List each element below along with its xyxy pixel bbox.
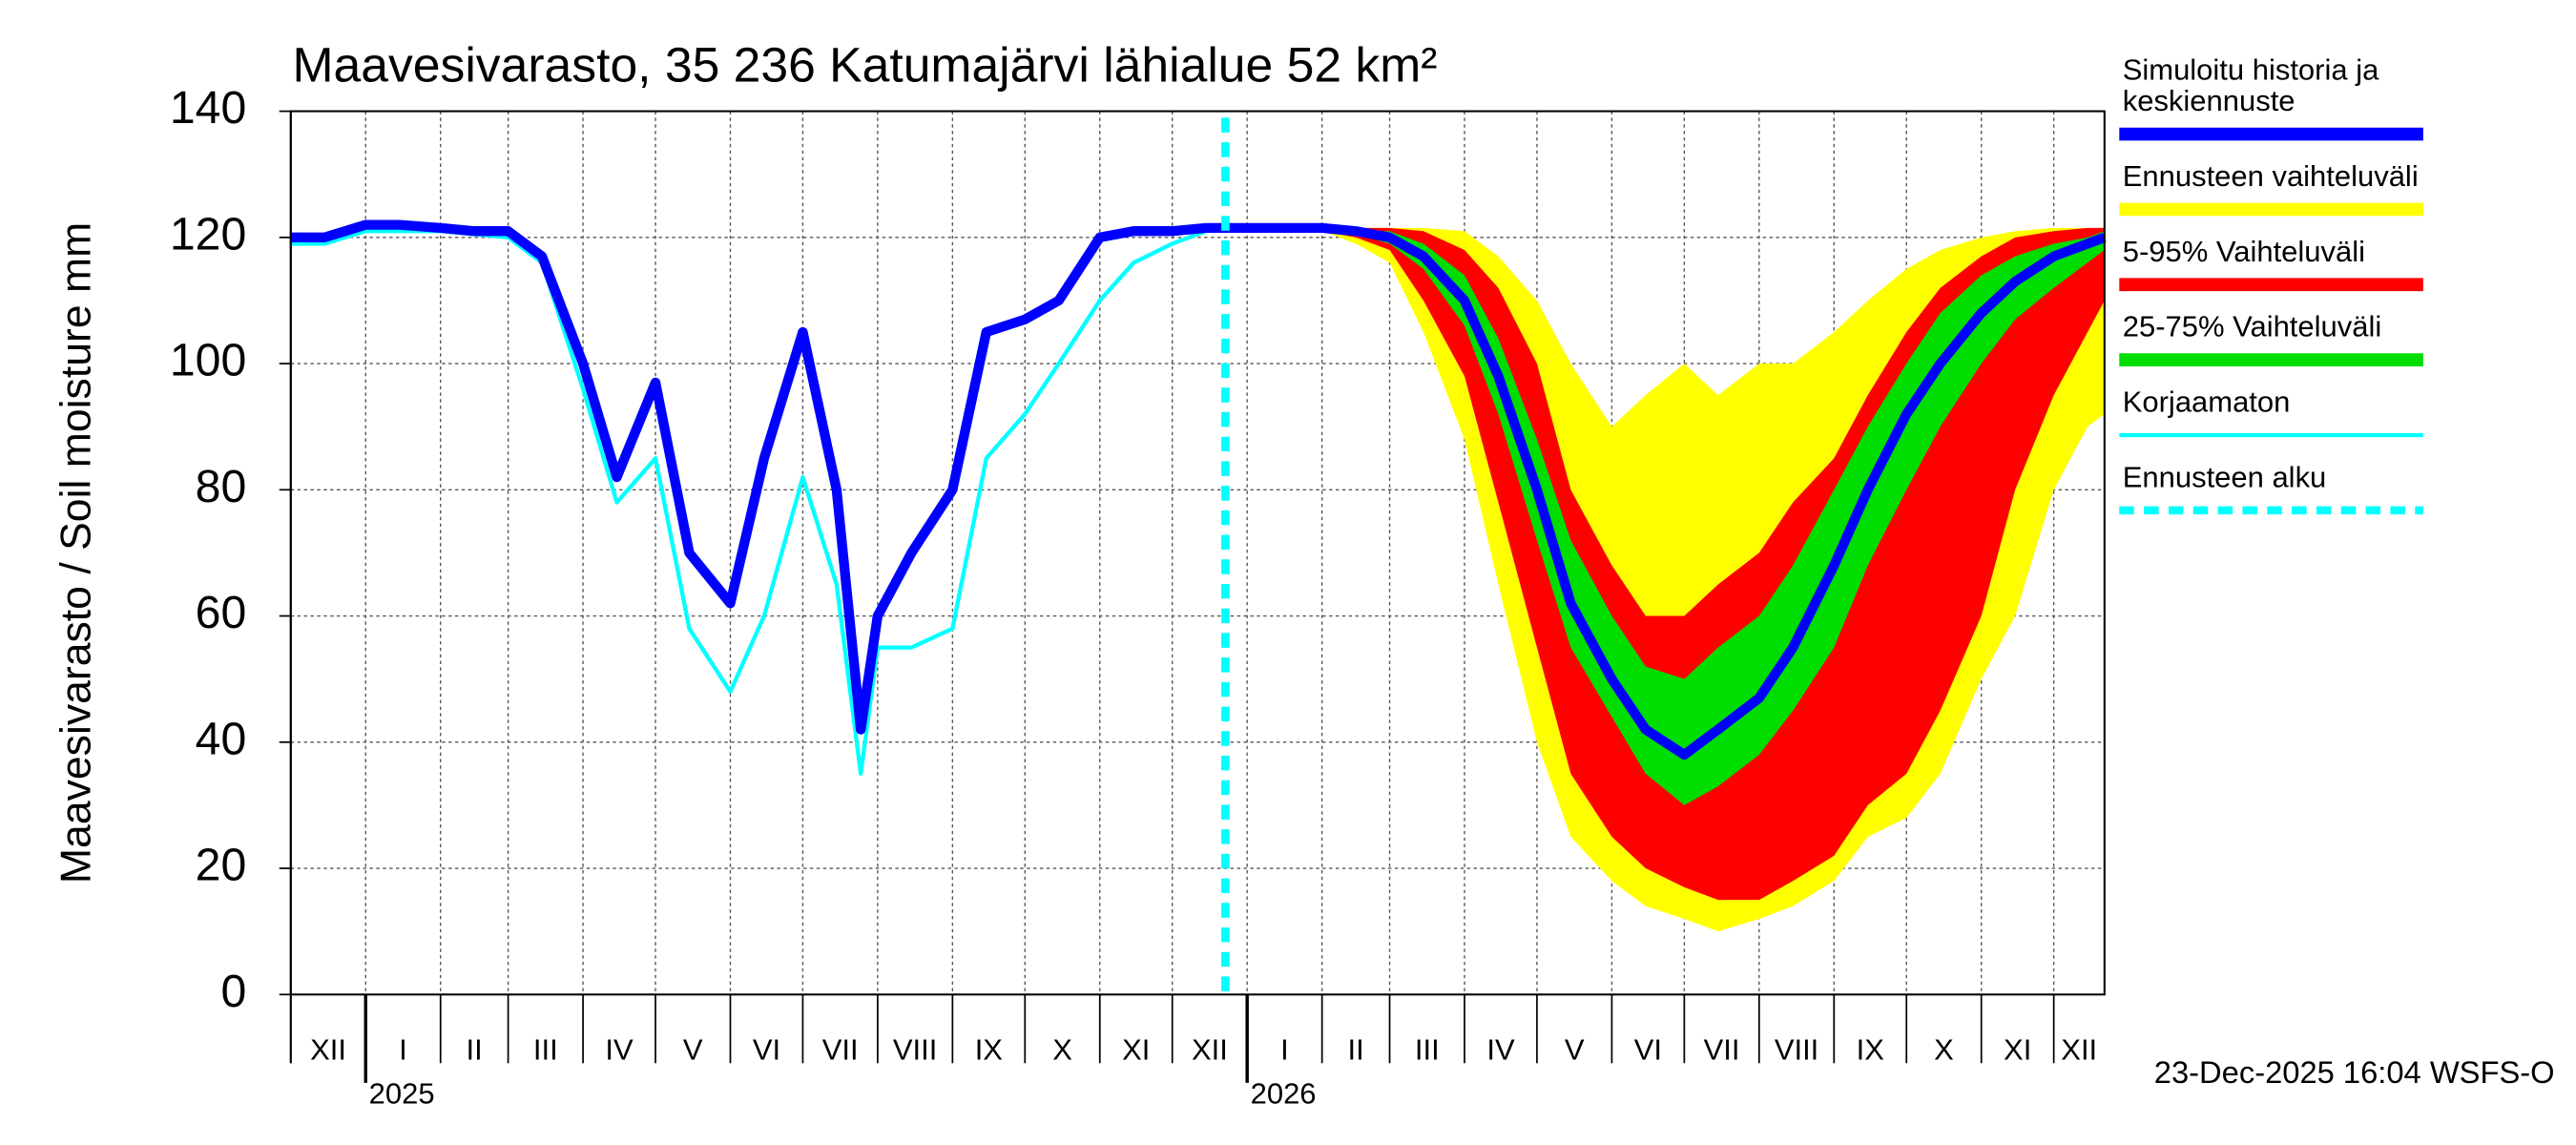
band xyxy=(1225,227,2105,901)
y-tick-label: 80 xyxy=(196,461,247,512)
legend-label: Korjaamaton xyxy=(2123,385,2291,419)
legend-label: 25-75% Vaihteluväli xyxy=(2123,310,2381,344)
x-tick-label: III xyxy=(1415,1033,1440,1067)
x-tick-label: VII xyxy=(822,1033,859,1067)
legend-label: 5-95% Vaihteluväli xyxy=(2123,235,2365,268)
x-tick-label: IX xyxy=(1857,1033,1884,1067)
x-tick-label: V xyxy=(1565,1033,1585,1067)
legend-label: Simuloitu historia ja keskiennuste xyxy=(2123,53,2379,117)
year-label: 2026 xyxy=(1251,1077,1317,1111)
x-tick-label: III xyxy=(533,1033,558,1067)
y-tick-label: 60 xyxy=(196,587,247,638)
y-tick-label: 120 xyxy=(170,209,246,260)
x-tick-label: XII xyxy=(1192,1033,1228,1067)
x-tick-label: II xyxy=(1347,1033,1363,1067)
x-tick-label: X xyxy=(1934,1033,1954,1067)
x-tick-label: VIII xyxy=(1775,1033,1818,1067)
y-tick-label: 40 xyxy=(196,714,247,765)
footer: 23-Dec-2025 16:04 WSFS-O xyxy=(2154,1054,2555,1090)
year-label: 2025 xyxy=(369,1077,435,1111)
legend-label: Ennusteen vaihteluväli xyxy=(2123,159,2419,193)
x-tick-label: XI xyxy=(2004,1033,2031,1067)
x-tick-label: XI xyxy=(1122,1033,1150,1067)
x-tick-label: X xyxy=(1052,1033,1072,1067)
x-tick-label: IV xyxy=(605,1033,634,1067)
x-tick-label: VIII xyxy=(893,1033,937,1067)
chart-title: Maavesivarasto, 35 236 Katumajärvi lähia… xyxy=(293,37,1438,93)
x-tick-label: IX xyxy=(975,1033,1003,1067)
x-tick-label: XII xyxy=(2061,1033,2097,1067)
y-tick-label: 20 xyxy=(196,840,247,891)
series-line xyxy=(290,219,2107,760)
x-tick-label: VII xyxy=(1704,1033,1740,1067)
y-tick-label: 0 xyxy=(220,966,246,1017)
x-tick-label: I xyxy=(1280,1033,1289,1067)
y-axis-label: Maavesivarasto / Soil moisture mm xyxy=(52,222,99,884)
x-tick-label: I xyxy=(399,1033,407,1067)
x-tick-label: VI xyxy=(1634,1033,1662,1067)
y-tick-label: 100 xyxy=(170,335,246,386)
x-tick-label: V xyxy=(683,1033,703,1067)
x-tick-label: VI xyxy=(753,1033,780,1067)
y-tick-label: 140 xyxy=(170,82,246,134)
x-tick-label: XII xyxy=(310,1033,346,1067)
x-tick-label: IV xyxy=(1486,1033,1515,1067)
legend-label: Ennusteen alku xyxy=(2123,461,2327,494)
x-tick-label: II xyxy=(467,1033,483,1067)
